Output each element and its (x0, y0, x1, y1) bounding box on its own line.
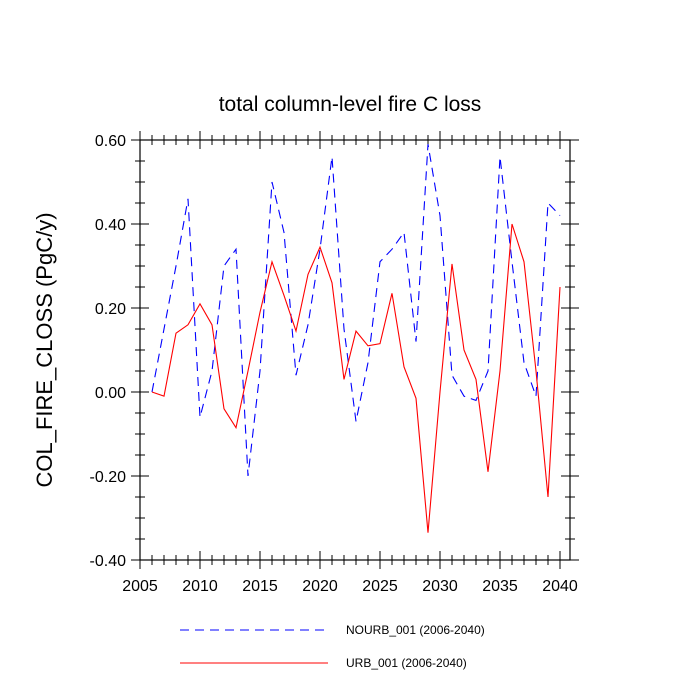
x-tick-label: 2035 (482, 578, 518, 595)
x-tick-label: 2010 (182, 578, 218, 595)
plot-frame (139, 139, 571, 561)
tick-labels: 2005 2010 2015 2020 2025 2030 2035 2040 -0.40 -0.… (90, 133, 578, 595)
series-line-nourb-001 (151, 144, 561, 477)
axis-ticks (131, 131, 579, 569)
x-tick-label: 2040 (542, 578, 578, 595)
legend: NOURB_001 (2006-2040) URB_001 (2006-2040) (180, 623, 485, 670)
x-tick-label: 2005 (122, 578, 158, 595)
y-tick-label: -0.20 (90, 469, 127, 486)
y-tick-label: 0.40 (95, 217, 126, 234)
series-line-urb-001 (151, 223, 561, 533)
x-tick-label: 2020 (302, 578, 338, 595)
y-tick-label: -0.40 (90, 553, 127, 570)
legend-label: NOURB_001 (2006-2040) (346, 623, 485, 637)
chart-title: total column-level fire C loss (219, 93, 482, 116)
legend-label: URB_001 (2006-2040) (346, 656, 467, 670)
x-tick-label: 2030 (422, 578, 458, 595)
series-lines (151, 144, 561, 533)
x-tick-label: 2015 (242, 578, 278, 595)
y-axis-label: COL_FIRE_CLOSS (PgC/y) (32, 212, 57, 487)
x-tick-label: 2025 (362, 578, 398, 595)
y-tick-label: 0.00 (95, 385, 126, 402)
y-tick-label: 0.60 (95, 133, 126, 150)
y-tick-label: 0.20 (95, 301, 126, 318)
